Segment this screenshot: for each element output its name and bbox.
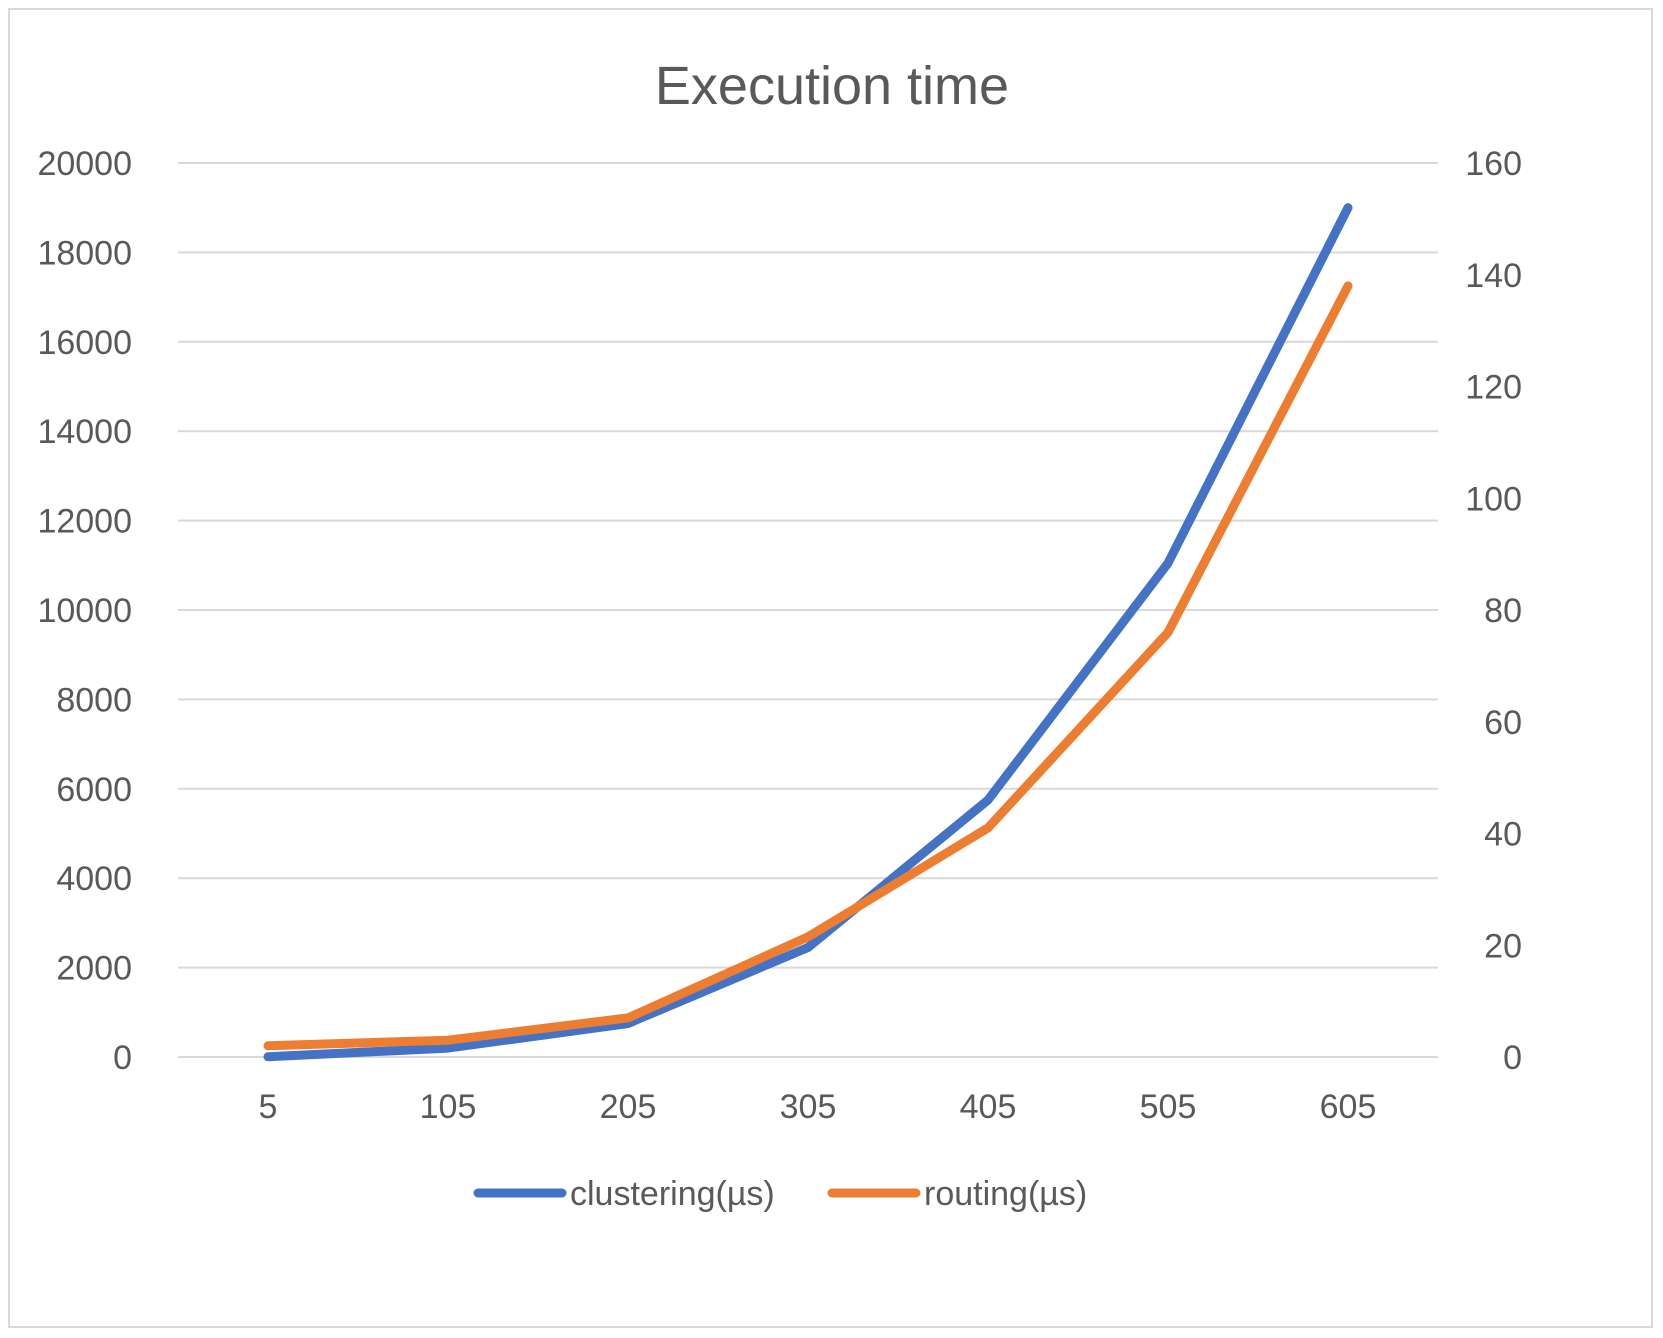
legend-label: routing(µs) <box>924 1175 1087 1213</box>
x-tick-label: 505 <box>1140 1088 1197 1126</box>
right-tick-label: 40 <box>1484 816 1522 854</box>
left-tick-label: 8000 <box>56 681 132 719</box>
x-axis-ticks: 5 105 205 305 405 505 605 <box>259 1088 1377 1126</box>
left-tick-label: 2000 <box>56 950 132 988</box>
right-tick-label: 100 <box>1465 480 1522 518</box>
right-tick-label: 140 <box>1465 257 1522 295</box>
x-tick-label: 205 <box>600 1088 657 1126</box>
x-tick-label: 105 <box>420 1088 477 1126</box>
gridlines <box>178 162 1438 1058</box>
left-axis-ticks: 0 2000 4000 6000 8000 10000 12000 14000 16000 180… <box>37 145 132 1077</box>
right-tick-label: 120 <box>1465 369 1522 407</box>
series-line-clusterings <box>263 203 1353 1062</box>
x-tick-label: 305 <box>780 1088 837 1126</box>
series-line-routings <box>263 281 1353 1051</box>
series-lines <box>263 203 1353 1062</box>
x-tick-label: 605 <box>1320 1088 1377 1126</box>
right-tick-label: 20 <box>1484 927 1522 965</box>
right-axis-ticks: 0 20 40 60 80 100 120 140 160 <box>1465 145 1522 1077</box>
left-tick-label: 14000 <box>37 413 132 451</box>
left-tick-label: 18000 <box>37 234 132 272</box>
right-tick-label: 0 <box>1503 1039 1522 1077</box>
left-tick-label: 12000 <box>37 503 132 541</box>
left-tick-label: 4000 <box>56 860 132 898</box>
left-tick-label: 0 <box>113 1039 132 1077</box>
right-tick-label: 80 <box>1484 592 1522 630</box>
chart-title: Execution time <box>655 56 1009 116</box>
legend-label: clustering(µs) <box>570 1175 775 1213</box>
right-tick-label: 60 <box>1484 704 1522 742</box>
chart-svg: Execution time 0 2000 4000 6000 8000 10000 120… <box>37 56 1522 1213</box>
left-tick-label: 20000 <box>37 145 132 183</box>
x-tick-label: 405 <box>960 1088 1017 1126</box>
left-tick-label: 16000 <box>37 324 132 362</box>
right-tick-label: 160 <box>1465 145 1522 183</box>
legend: clustering(µs) routing(µs) <box>473 1175 1087 1213</box>
x-tick-label: 5 <box>259 1088 278 1126</box>
left-tick-label: 10000 <box>37 592 132 630</box>
chart-frame: Execution time 0 2000 4000 6000 8000 10000 120… <box>8 8 1653 1328</box>
left-tick-label: 6000 <box>56 771 132 809</box>
